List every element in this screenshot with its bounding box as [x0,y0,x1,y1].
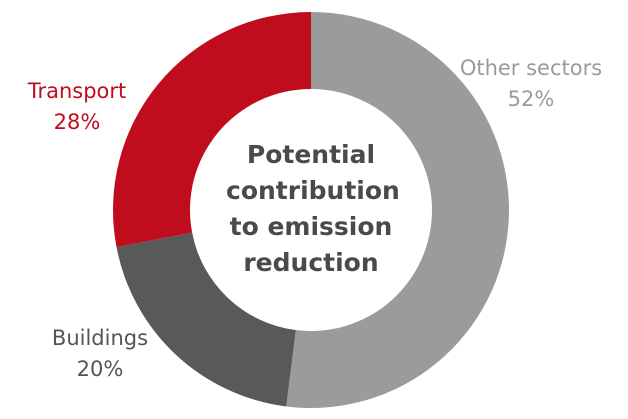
slice-value-label: 52% [508,87,555,111]
donut-slice [116,232,296,407]
slice-label: Transport [27,79,127,103]
slice-value-label: 20% [77,357,124,381]
chart-title: Potential contribution to emission reduc… [226,140,400,277]
slice-label: Buildings [52,326,148,350]
slice-value-label: 28% [54,110,101,134]
slice-label: Other sectors [460,56,602,80]
donut-slice [112,12,311,248]
donut-slice [286,12,509,408]
